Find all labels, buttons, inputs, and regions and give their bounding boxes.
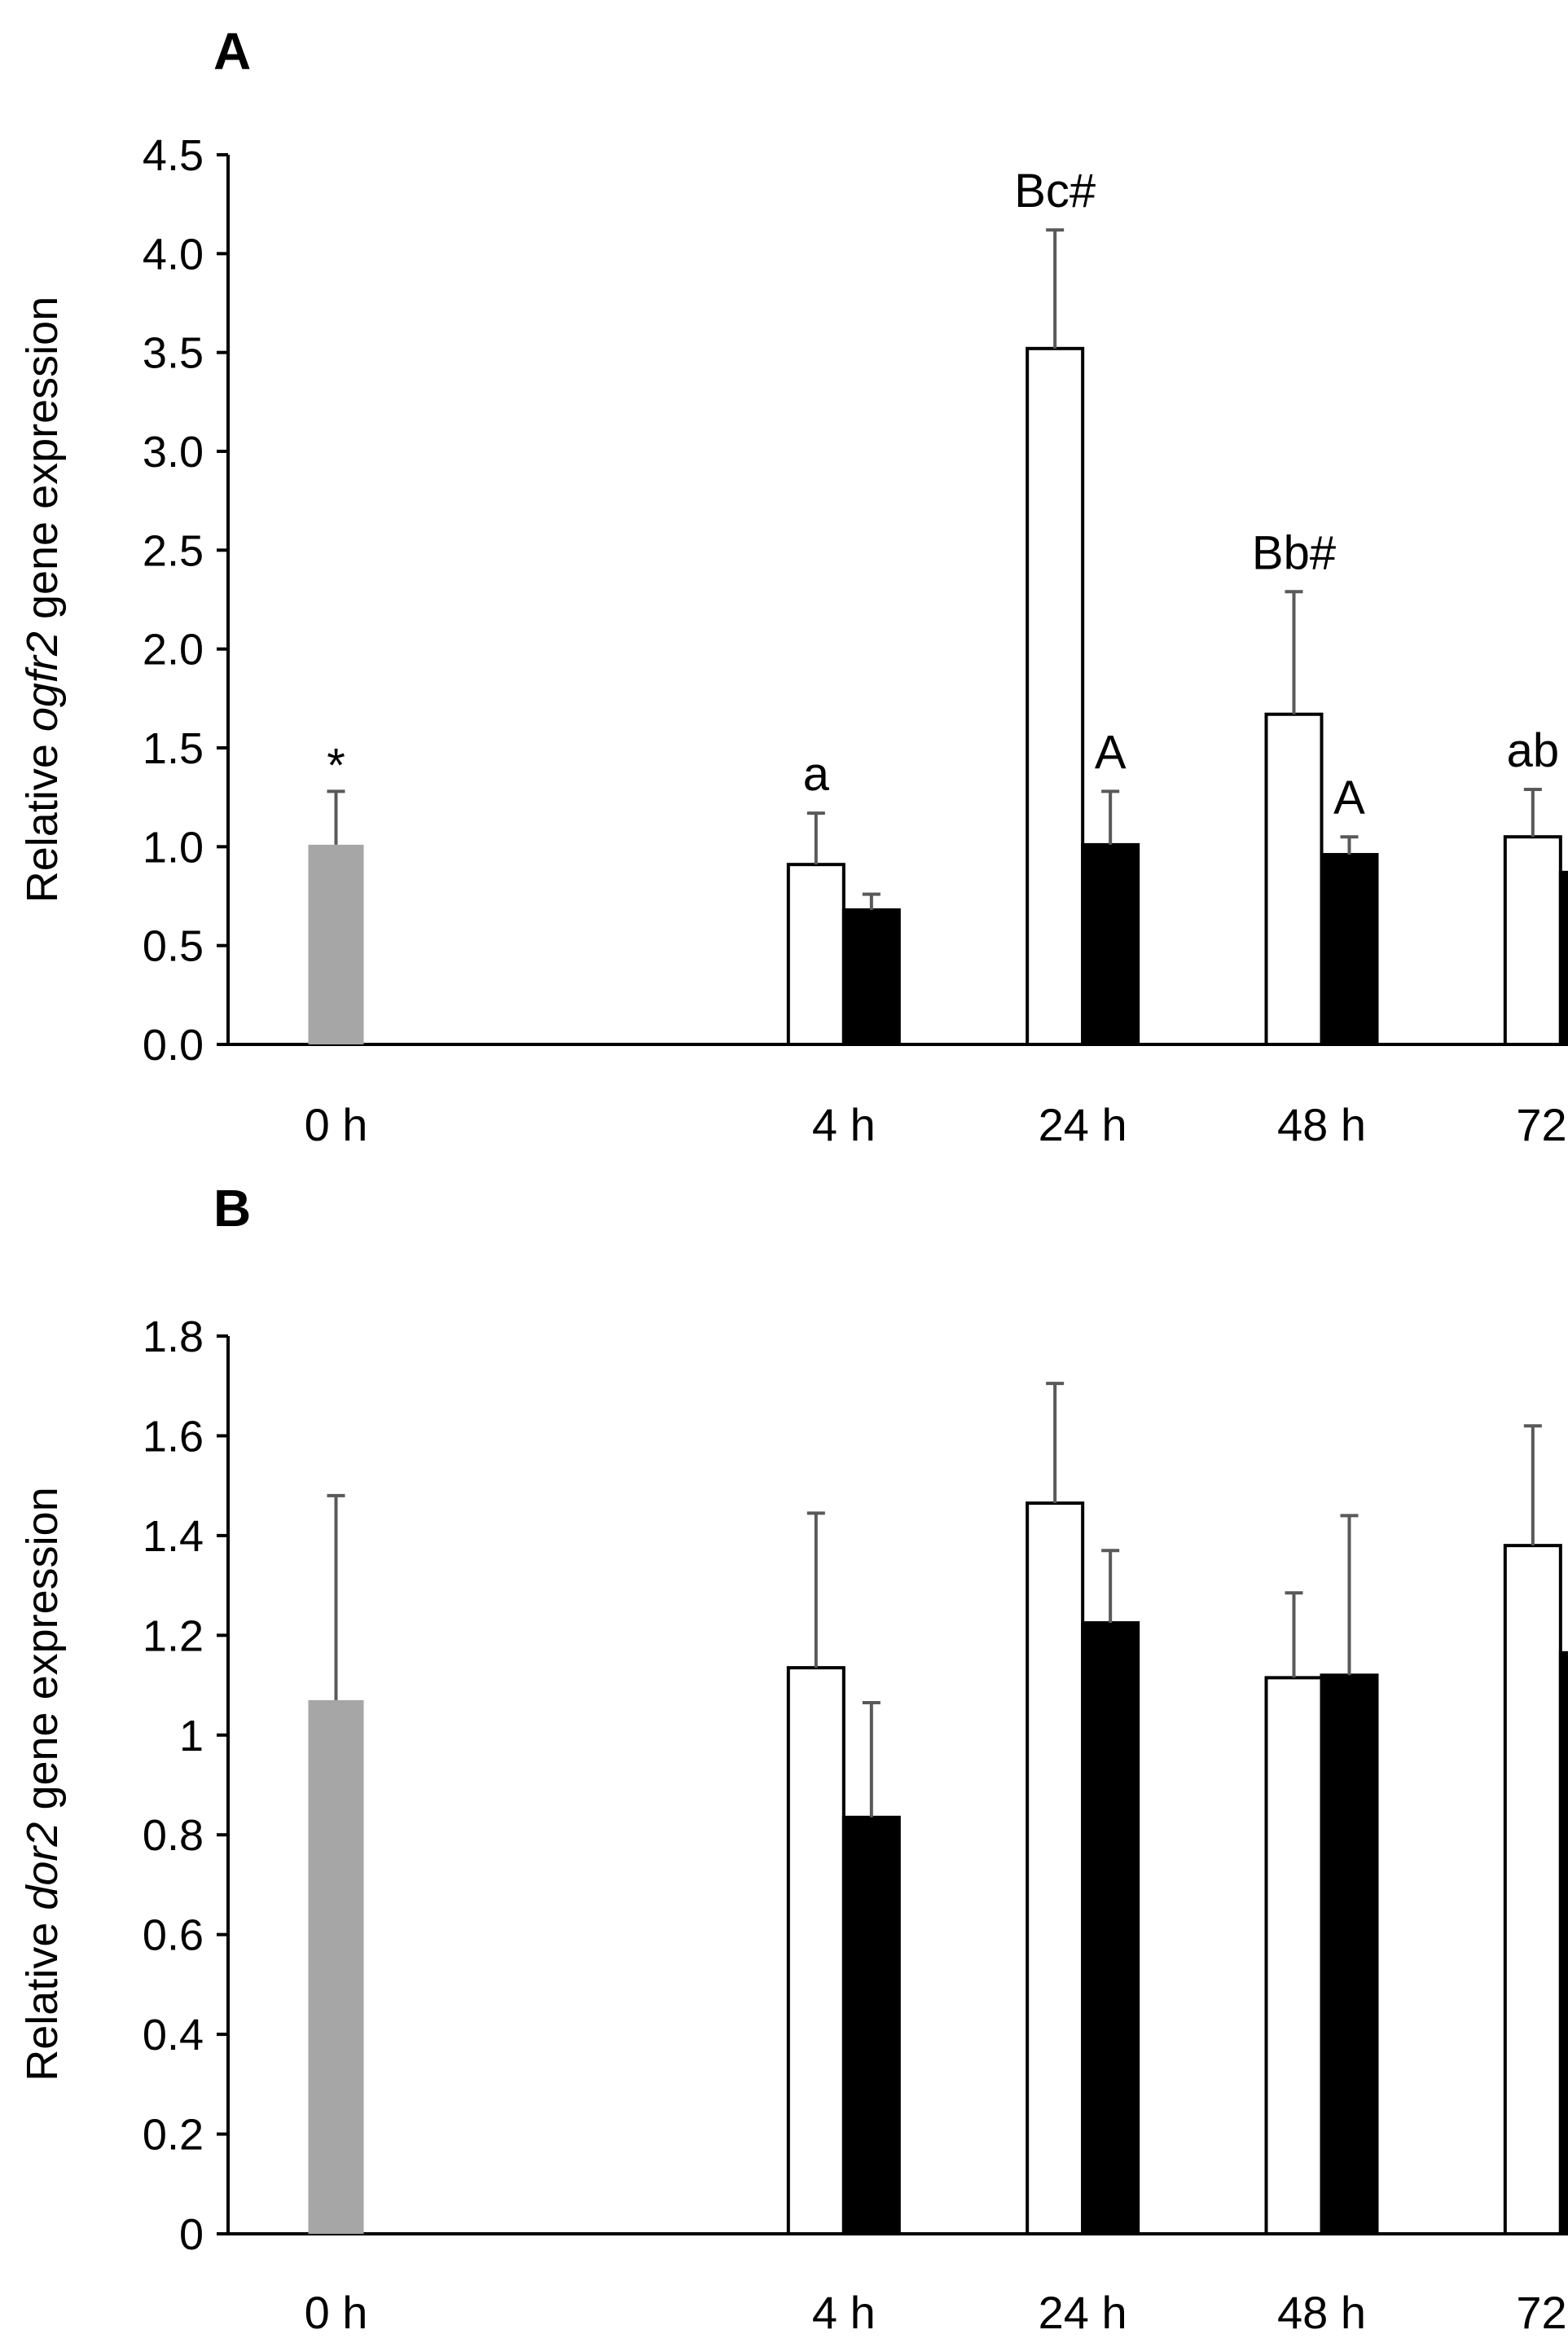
y-axis-title: Relative ogfr2 gene expression: [18, 297, 67, 903]
x-category-label: 24 h: [1039, 1099, 1127, 1150]
y-axis-title-gene: ogfr2: [18, 631, 67, 732]
bar-black: [1558, 870, 1568, 1046]
bar-black: [841, 908, 901, 1047]
y-tick-label: 3.5: [143, 329, 204, 378]
x-category-label: 0 h: [305, 2287, 368, 2338]
bar-white: [1264, 1676, 1324, 2236]
y-tick-label: 1: [179, 1712, 204, 1761]
bar-white: [1026, 1501, 1085, 2236]
significance-label: A: [1095, 726, 1127, 779]
y-axis-title-prefix: Relative: [18, 1910, 67, 2081]
y-tick-label: 1.5: [143, 724, 204, 773]
significance-label: a: [803, 748, 830, 801]
bar-black: [1081, 842, 1140, 1046]
y-tick-label: 0.0: [143, 1021, 204, 1070]
x-category-label: 72 h: [1516, 1099, 1568, 1150]
y-tick-label: 2.0: [143, 626, 204, 675]
x-category-label: 4 h: [812, 1099, 876, 1150]
bar-white: [786, 863, 845, 1046]
y-tick-label: 0: [179, 2210, 204, 2259]
y-tick-label: 3.0: [143, 428, 204, 477]
x-category-label: 48 h: [1277, 1099, 1366, 1150]
panel-b-letter: B: [213, 1179, 251, 1237]
panel-a: A 0.0 0.5 1.0 1.5 2.0 2.5 3.0 3.5 4.0 4.5 Relative…: [18, 22, 1568, 1150]
y-tick-label: 1.8: [143, 1312, 204, 1361]
y-axis-title: Relative dor2 gene expression: [18, 1487, 67, 2081]
bar-white: [1264, 712, 1324, 1046]
x-category-label: 24 h: [1039, 2287, 1127, 2338]
y-tick-label: 0.5: [143, 922, 204, 971]
significance-label: Bc#: [1014, 165, 1096, 218]
y-tick-label: 0.8: [143, 1811, 204, 1860]
significance-label: A: [1333, 771, 1365, 824]
y-tick-label: 1.4: [143, 1512, 204, 1561]
y-axis-title-suffix: gene expression: [18, 1487, 67, 1822]
bar-control: [308, 1699, 364, 2234]
bar-black: [841, 1815, 901, 2235]
panel-b: B 0 0.2 0.4 0.6 0.8 1 1.2 1.4 1.6 1.8 Relative dor…: [18, 1179, 1568, 2338]
y-tick-label: 0.2: [143, 2111, 204, 2160]
bar-white: [1503, 1544, 1562, 2235]
panel-a-letter: A: [213, 22, 251, 81]
y-tick-label: 1.2: [143, 1611, 204, 1660]
y-tick-label: 0.6: [143, 1911, 204, 1960]
bar-black: [1081, 1621, 1140, 2236]
y-tick-label: 1.6: [143, 1412, 204, 1461]
y-tick-label: 4.5: [143, 131, 204, 180]
y-tick-label: 0.4: [143, 2011, 204, 2059]
significance-label: ab: [1507, 724, 1560, 777]
x-category-label: 4 h: [812, 2287, 876, 2338]
bar-black: [1558, 1651, 1568, 2235]
significance-label: Bb#: [1252, 526, 1336, 579]
x-category-label: 0 h: [305, 1099, 368, 1150]
y-axis-title-suffix: gene expression: [18, 297, 67, 631]
bar-black: [1320, 853, 1379, 1047]
x-category-label: 72 h: [1516, 2287, 1568, 2338]
y-axis-title-gene: dor2: [18, 1822, 67, 1910]
bar-control: [308, 844, 364, 1044]
y-axis-title-prefix: Relative: [18, 732, 67, 903]
bar-white: [1503, 835, 1562, 1046]
x-category-label: 48 h: [1277, 2287, 1366, 2338]
y-tick-label: 1.0: [143, 823, 204, 872]
bar-white: [1026, 346, 1085, 1046]
y-tick-label: 4.0: [143, 230, 204, 279]
significance-label: *: [327, 739, 345, 792]
bar-black: [1320, 1673, 1379, 2235]
y-tick-label: 2.5: [143, 526, 204, 575]
bar-white: [786, 1666, 845, 2235]
